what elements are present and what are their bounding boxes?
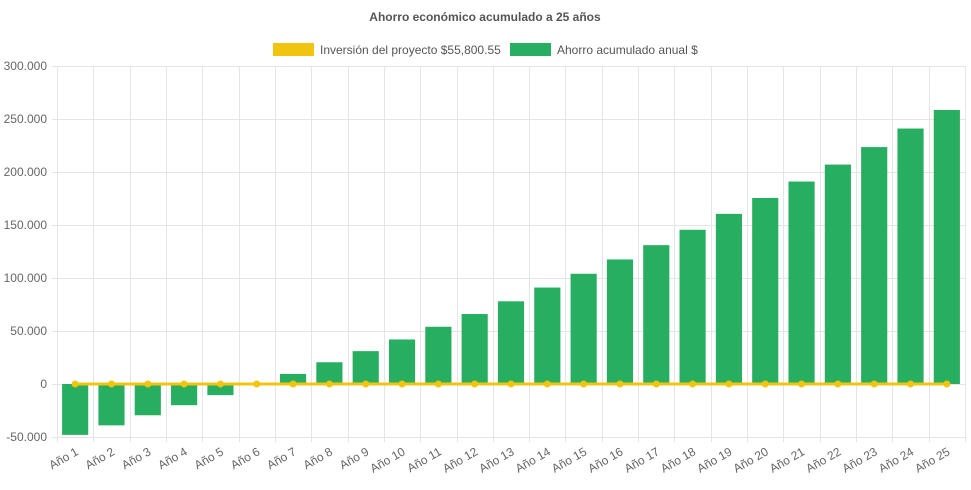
bars	[62, 109, 960, 435]
bar-savings[interactable]	[388, 339, 416, 384]
investment-point[interactable]	[943, 380, 951, 388]
legend-item-savings[interactable]: Ahorro acumulado anual $	[510, 43, 698, 57]
x-tick-label: Año 13	[477, 444, 517, 475]
x-tick-label: Año 21	[767, 444, 807, 475]
bar-savings[interactable]	[316, 362, 343, 384]
investment-point[interactable]	[144, 380, 152, 388]
x-tick-label: Año 22	[803, 444, 843, 475]
y-tick-label: 200.000	[4, 165, 48, 179]
investment-point[interactable]	[325, 380, 333, 388]
investment-point[interactable]	[543, 380, 551, 388]
x-tick-label: Año 24	[876, 444, 916, 475]
bar-savings[interactable]	[207, 384, 234, 396]
investment-point[interactable]	[689, 380, 697, 388]
investment-point[interactable]	[216, 380, 224, 388]
bar-savings[interactable]	[134, 384, 161, 416]
investment-point[interactable]	[289, 380, 297, 388]
bar-savings[interactable]	[788, 181, 815, 384]
y-tick-label: -50.000	[6, 430, 47, 444]
investment-point[interactable]	[471, 380, 479, 388]
y-axis-ticks: 300.000 250.000 200.000 150.000 100.000 50.00…	[4, 59, 48, 444]
investment-point[interactable]	[761, 380, 769, 388]
x-tick-label: Año 19	[694, 444, 734, 475]
investment-point[interactable]	[107, 380, 115, 388]
y-tick-label: 150.000	[4, 218, 48, 232]
legend-item-investment[interactable]: Inversión del proyecto $55,800.55	[273, 43, 501, 57]
bar-savings[interactable]	[570, 273, 597, 384]
x-tick-label: Año 5	[192, 444, 226, 472]
bar-savings[interactable]	[643, 245, 670, 384]
y-tick-label: 100.000	[4, 271, 48, 285]
x-tick-label: Año 9	[337, 444, 371, 472]
x-tick-label: Año 1	[47, 444, 81, 472]
bar-savings[interactable]	[62, 384, 89, 435]
investment-point[interactable]	[507, 380, 515, 388]
bar-savings[interactable]	[715, 213, 742, 384]
bar-savings[interactable]	[171, 384, 198, 406]
x-tick-label: Año 25	[912, 444, 952, 475]
investment-point[interactable]	[71, 380, 79, 388]
investment-point[interactable]	[798, 380, 806, 388]
investment-point[interactable]	[362, 380, 370, 388]
x-tick-label: Año 17	[622, 444, 662, 475]
bar-savings[interactable]	[534, 287, 561, 384]
x-tick-label: Año 18	[658, 444, 698, 475]
x-tick-label: Año 6	[228, 444, 262, 472]
legend: Inversión del proyecto $55,800.55 Ahorro…	[273, 43, 698, 57]
x-tick-label: Año 4	[155, 444, 189, 472]
x-tick-label: Año 7	[264, 444, 298, 472]
legend-swatch-savings	[510, 43, 551, 56]
x-tick-label: Año 20	[731, 444, 771, 475]
bar-savings[interactable]	[752, 197, 779, 384]
bar-savings[interactable]	[497, 301, 525, 384]
x-tick-label: Año 8	[301, 444, 335, 472]
legend-swatch-investment	[273, 43, 314, 56]
y-tick-label: 0	[40, 377, 47, 391]
bar-savings[interactable]	[461, 314, 488, 384]
investment-point[interactable]	[834, 380, 842, 388]
y-tick-label: 300.000	[4, 59, 48, 73]
bar-savings[interactable]	[679, 229, 706, 384]
bar-savings[interactable]	[897, 128, 924, 384]
bar-savings[interactable]	[606, 259, 634, 384]
investment-point[interactable]	[180, 380, 188, 388]
investment-point[interactable]	[616, 380, 624, 388]
investment-point[interactable]	[870, 380, 878, 388]
x-tick-label: Año 15	[549, 444, 589, 475]
x-axis-ticks: Año 1 Año 2 Año 3 Año 4 Año 5 Año 6 Año 7 Año 8…	[47, 444, 953, 475]
x-tick-label: Año 12	[440, 444, 480, 475]
bar-savings[interactable]	[861, 147, 888, 384]
investment-point[interactable]	[652, 380, 660, 388]
investment-point[interactable]	[253, 380, 261, 388]
investment-point[interactable]	[725, 380, 733, 388]
bar-savings[interactable]	[352, 351, 379, 384]
investment-line	[71, 380, 951, 388]
investment-point[interactable]	[434, 380, 442, 388]
x-tick-label: Año 11	[405, 444, 444, 475]
x-tick-label: Año 10	[368, 444, 408, 475]
x-tick-label: Año 3	[119, 444, 153, 472]
y-tick-label: 50.000	[10, 324, 47, 338]
bar-savings[interactable]	[425, 326, 452, 384]
bar-savings[interactable]	[98, 384, 125, 426]
investment-point[interactable]	[398, 380, 406, 388]
legend-label-savings: Ahorro acumulado anual $	[557, 43, 698, 57]
bar-savings[interactable]	[280, 373, 307, 384]
chart-title: Ahorro económico acumulado a 25 años	[369, 10, 601, 24]
investment-point[interactable]	[907, 380, 915, 388]
investment-point[interactable]	[580, 380, 588, 388]
grid	[52, 66, 966, 442]
bar-savings[interactable]	[933, 109, 960, 385]
bar-savings[interactable]	[824, 164, 851, 384]
x-tick-label: Año 16	[586, 444, 626, 475]
x-tick-label: Año 14	[513, 444, 553, 475]
y-tick-label: 250.000	[4, 112, 48, 126]
legend-label-investment: Inversión del proyecto $55,800.55	[320, 43, 501, 57]
x-tick-label: Año 23	[840, 444, 880, 475]
x-tick-label: Año 2	[83, 444, 117, 472]
